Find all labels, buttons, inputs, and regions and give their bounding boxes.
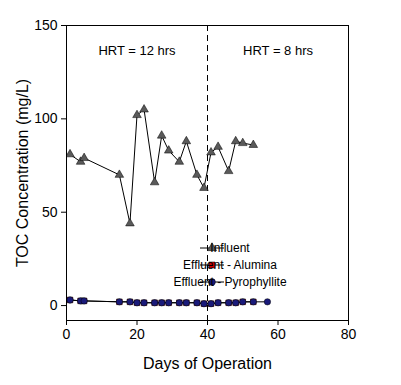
svg-text:Effluent - Pyrophyllite: Effluent - Pyrophyllite [173, 275, 286, 289]
svg-text:HRT = 12 hrs: HRT = 12 hrs [98, 43, 176, 58]
svg-text:0: 0 [50, 297, 58, 313]
svg-text:20: 20 [129, 326, 145, 342]
svg-text:80: 80 [341, 326, 357, 342]
svg-text:Effluent - Alumina: Effluent - Alumina [183, 258, 277, 272]
svg-text:Days of Operation: Days of Operation [143, 355, 272, 372]
svg-text:Influent: Influent [210, 241, 250, 255]
svg-text:TOC Concentration (mg/L): TOC Concentration (mg/L) [14, 79, 31, 267]
svg-text:150: 150 [34, 17, 58, 33]
svg-text:40: 40 [200, 326, 216, 342]
svg-text:HRT = 8 hrs: HRT = 8 hrs [243, 43, 313, 58]
svg-text:100: 100 [34, 110, 58, 126]
svg-text:50: 50 [42, 204, 58, 220]
svg-text:60: 60 [270, 326, 286, 342]
svg-text:0: 0 [63, 326, 71, 342]
